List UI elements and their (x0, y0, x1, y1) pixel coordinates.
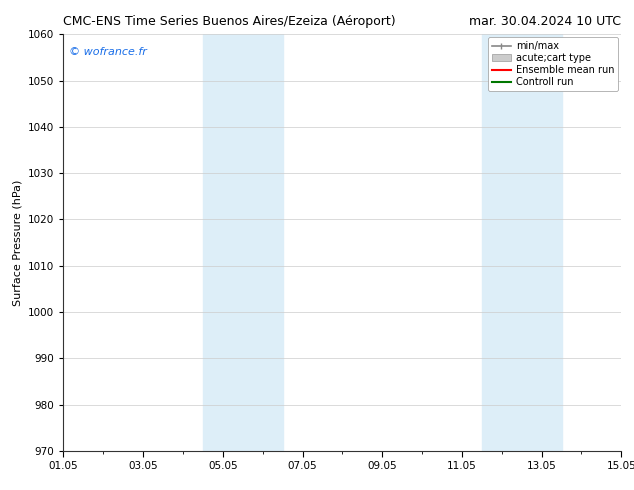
Text: mar. 30.04.2024 10 UTC: mar. 30.04.2024 10 UTC (469, 15, 621, 28)
Text: © wofrance.fr: © wofrance.fr (69, 47, 147, 57)
Legend: min/max, acute;cart type, Ensemble mean run, Controll run: min/max, acute;cart type, Ensemble mean … (488, 37, 618, 91)
Text: CMC-ENS Time Series Buenos Aires/Ezeiza (Aéroport): CMC-ENS Time Series Buenos Aires/Ezeiza … (63, 15, 396, 28)
Y-axis label: Surface Pressure (hPa): Surface Pressure (hPa) (13, 179, 23, 306)
Bar (482, 34, 562, 451)
Bar (203, 34, 283, 451)
